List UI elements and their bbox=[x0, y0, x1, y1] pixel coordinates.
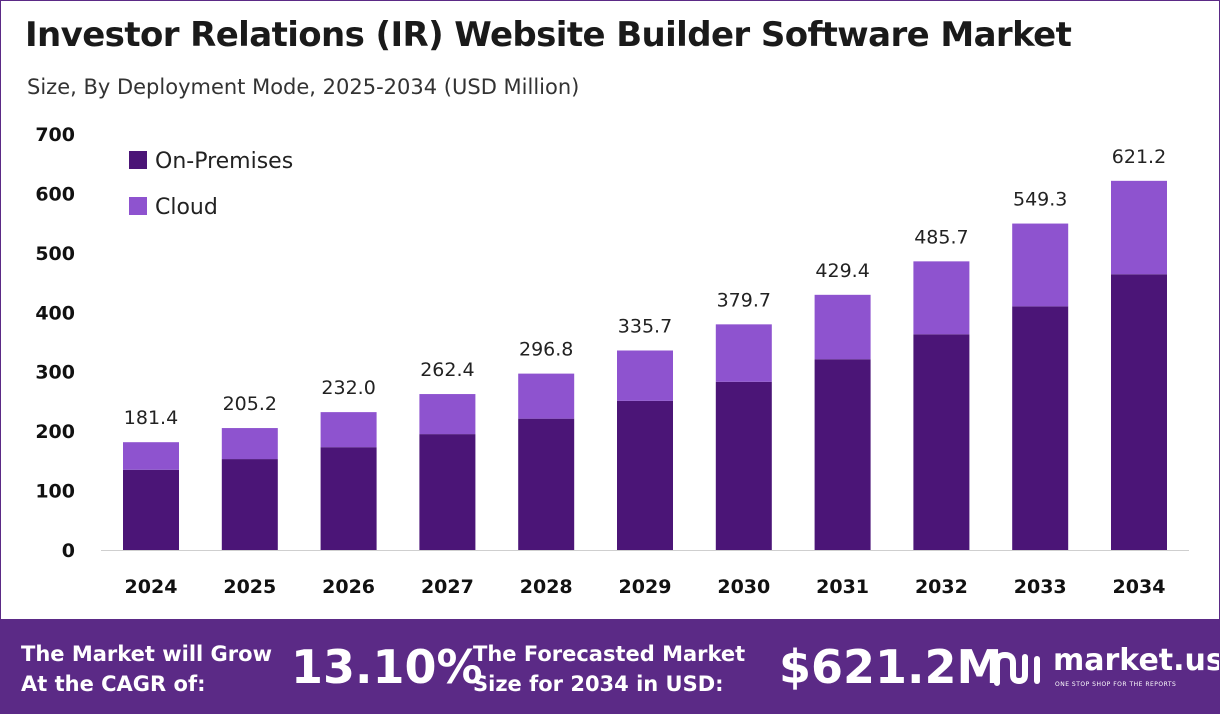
x-tick-label: 2032 bbox=[915, 576, 968, 598]
y-tick-label: 600 bbox=[35, 183, 75, 205]
legend-label: On-Premises bbox=[155, 149, 293, 174]
y-tick-label: 0 bbox=[62, 540, 75, 562]
y-tick-label: 200 bbox=[35, 421, 75, 443]
x-tick-label: 2027 bbox=[421, 576, 474, 598]
bar-total-label-2034: 621.2 bbox=[1112, 146, 1166, 168]
x-axis: 2024 2025 2026 2027 2028 2029 2030 2031 2032 2033… bbox=[101, 550, 1189, 598]
bar-on-premises-2029 bbox=[617, 400, 673, 550]
bar-total-label-2028: 296.8 bbox=[519, 339, 573, 361]
bar-total-label-2031: 429.4 bbox=[815, 260, 869, 282]
bars: 181.4 205.2 232.0 262.4 296.8 335.7 379.7 429.4… bbox=[123, 146, 1167, 550]
y-tick-label: 700 bbox=[35, 124, 75, 146]
bar-on-premises-2028 bbox=[518, 418, 575, 550]
y-tick-label: 300 bbox=[35, 362, 75, 384]
bar-on-premises-2025 bbox=[221, 459, 278, 550]
bar-total-label-2033: 549.3 bbox=[1013, 189, 1067, 211]
bar-cloud-2031 bbox=[814, 294, 871, 360]
legend-swatch-on-premises bbox=[129, 151, 147, 169]
cagr-label-line1: The Market will Grow bbox=[21, 642, 272, 666]
brand-tagline: ONE STOP SHOP FOR THE REPORTS bbox=[1055, 681, 1177, 688]
bar-on-premises-2026 bbox=[320, 447, 377, 550]
x-tick-label: 2026 bbox=[322, 576, 375, 598]
bar-total-label-2030: 379.7 bbox=[717, 289, 771, 311]
x-tick-label: 2024 bbox=[125, 576, 178, 598]
bar-cloud-2028 bbox=[518, 373, 575, 419]
bar-cloud-2030 bbox=[715, 324, 772, 382]
bar-cloud-2026 bbox=[320, 412, 377, 448]
cagr-label-line2: At the CAGR of: bbox=[21, 672, 206, 696]
forecast-label-line2: Size for 2034 in USD: bbox=[473, 672, 724, 696]
y-tick-label: 400 bbox=[35, 302, 75, 324]
chart-subtitle: Size, By Deployment Mode, 2025-2034 (USD… bbox=[27, 75, 580, 99]
x-tick-label: 2033 bbox=[1014, 576, 1067, 598]
bar-on-premises-2034 bbox=[1111, 274, 1167, 550]
bar-total-label-2027: 262.4 bbox=[420, 359, 474, 381]
bar-on-premises-2030 bbox=[715, 381, 772, 550]
bar-cloud-2032 bbox=[913, 261, 970, 335]
x-tick-label: 2025 bbox=[223, 576, 276, 598]
chart-title: Investor Relations (IR) Website Builder … bbox=[25, 15, 1072, 55]
market-us-logo-icon bbox=[994, 651, 1040, 686]
bar-cloud-2033 bbox=[1012, 223, 1069, 307]
y-tick-label: 500 bbox=[35, 243, 75, 265]
legend-swatch-cloud bbox=[129, 197, 147, 215]
forecast-value: $621.2M bbox=[779, 640, 1003, 694]
x-tick-label: 2031 bbox=[816, 576, 869, 598]
legend: On-Premises Cloud bbox=[129, 149, 293, 220]
bar-total-label-2025: 205.2 bbox=[223, 393, 277, 415]
summary-footer: The Market will Grow At the CAGR of: 13.… bbox=[1, 619, 1220, 713]
bar-cloud-2024 bbox=[123, 442, 179, 470]
forecast-label-line1: The Forecasted Market bbox=[473, 642, 746, 666]
x-tick-label: 2034 bbox=[1113, 576, 1166, 598]
bar-cloud-2025 bbox=[221, 428, 278, 460]
bar-on-premises-2033 bbox=[1012, 306, 1069, 550]
bar-total-label-2029: 335.7 bbox=[618, 315, 672, 337]
y-axis: 0 100 200 300 400 500 600 700 bbox=[35, 124, 75, 562]
bar-cloud-2027 bbox=[419, 394, 476, 435]
bar-on-premises-2027 bbox=[419, 434, 476, 550]
bar-cloud-2029 bbox=[617, 350, 673, 401]
bar-on-premises-2032 bbox=[913, 334, 970, 550]
stacked-bar-chart: 0 100 200 300 400 500 600 700 181.4 205.2 232.0 26… bbox=[35, 124, 1189, 598]
bar-total-label-2026: 232.0 bbox=[321, 377, 375, 399]
brand-name: market.us bbox=[1053, 643, 1220, 678]
cagr-value: 13.10% bbox=[291, 640, 483, 694]
bar-total-label-2032: 485.7 bbox=[914, 226, 968, 248]
bar-on-premises-2031 bbox=[814, 359, 871, 550]
y-tick-label: 100 bbox=[35, 481, 75, 503]
legend-label: Cloud bbox=[155, 195, 218, 220]
bar-on-premises-2024 bbox=[123, 469, 179, 550]
x-tick-label: 2030 bbox=[717, 576, 770, 598]
bar-cloud-2034 bbox=[1111, 180, 1167, 275]
x-tick-label: 2028 bbox=[520, 576, 573, 598]
x-tick-label: 2029 bbox=[619, 576, 672, 598]
bar-total-label-2024: 181.4 bbox=[124, 407, 178, 429]
